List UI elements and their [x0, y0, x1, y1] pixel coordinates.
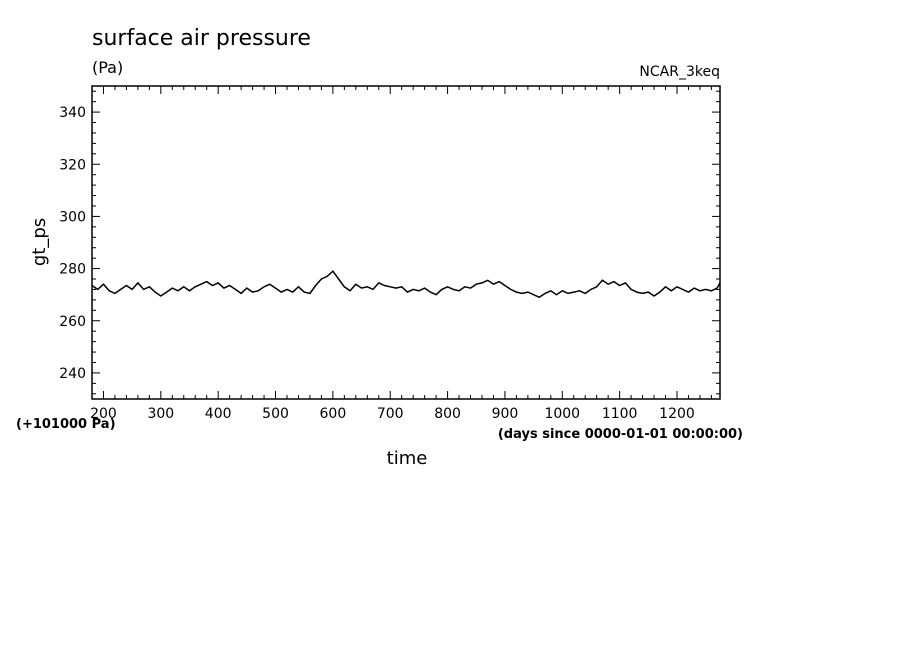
y-tick-labels: 240 260 280 300 320 340: [59, 105, 86, 382]
x-tick-label: 500: [262, 406, 289, 422]
x-tick-label: 600: [320, 406, 347, 422]
x-tick-label: 800: [434, 406, 461, 422]
y-tick-label: 260: [59, 314, 86, 330]
units-label: (Pa): [92, 58, 123, 77]
y-tick-label: 280: [59, 262, 86, 278]
x-tick-label: 400: [205, 406, 232, 422]
x-tick-labels: 200 300 400 500 600 700 800 900 1000 1100 1200: [90, 406, 695, 422]
chart-title: surface air pressure: [92, 26, 311, 51]
x-tick-label: 1100: [602, 406, 638, 422]
x-axis-label: time: [387, 448, 428, 469]
x-tick-label: 900: [492, 406, 519, 422]
y-tick-label: 340: [59, 105, 86, 121]
y-tick-label: 320: [59, 157, 86, 173]
x-tick-label: 300: [147, 406, 174, 422]
x-units-label: (days since 0000-01-01 00:00:00): [498, 427, 743, 442]
axis-ticks: [91, 86, 720, 399]
y-axis-label: gt_ps: [29, 218, 50, 266]
x-tick-label: 1200: [659, 406, 695, 422]
experiment-label: NCAR_3keq: [639, 64, 720, 80]
x-tick-label: 1000: [544, 406, 580, 422]
y-tick-label: 300: [59, 209, 86, 225]
x-tick-label: 700: [377, 406, 404, 422]
plot-frame: [91, 85, 721, 400]
y-tick-label: 240: [59, 366, 86, 382]
x-tick-label: 200: [90, 406, 117, 422]
series-line: [91, 270, 721, 299]
y-offset-label: (+101000 Pa): [16, 417, 116, 432]
